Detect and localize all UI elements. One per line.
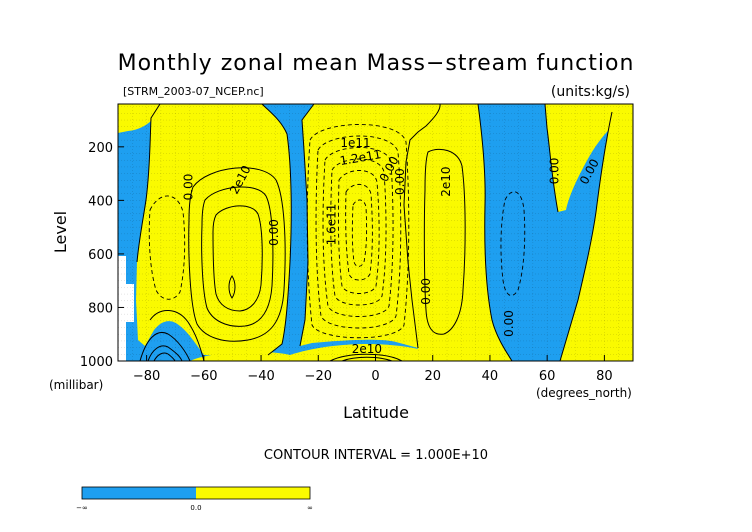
y-axis-unit: (millibar) xyxy=(49,378,103,392)
y-axis-label: Level xyxy=(51,211,70,253)
units-label: (units:kg/s) xyxy=(551,84,630,100)
missing-data-region xyxy=(118,256,134,361)
contour-label: 0.00 xyxy=(502,310,516,337)
zero-contour-south-west xyxy=(136,104,161,263)
zero-contours xyxy=(136,104,613,361)
zero-contour-northern-west xyxy=(544,104,559,213)
colorbar: −∞ 0.0 ∞ xyxy=(76,486,313,512)
colorbar-label-zero: 0.0 xyxy=(190,504,201,512)
positive-region-south-cell xyxy=(136,104,292,355)
contour-surface-4 xyxy=(149,310,205,361)
zero-contour-south xyxy=(261,104,292,356)
positive-region-mid-north xyxy=(545,104,633,212)
contour-6e10-south xyxy=(212,205,263,312)
zero-contour-equator-east xyxy=(403,104,441,349)
positive-region-upper-left xyxy=(118,104,160,133)
neg-contour-hadley-2 xyxy=(315,135,402,329)
contour-2e10-north xyxy=(423,148,466,335)
y-tick-label: 1000 xyxy=(80,355,113,370)
neg-contour-hadley-7 xyxy=(351,199,368,267)
x-axis-unit: (degrees_north) xyxy=(536,386,632,400)
contour-surface-3 xyxy=(153,352,176,361)
contour-label: 0.00 xyxy=(393,168,407,195)
neg-contour-hadley-6 xyxy=(345,183,373,281)
y-tick-label: 800 xyxy=(88,301,113,316)
contour-surface-6 xyxy=(341,356,393,361)
x-axis-label: Latitude xyxy=(343,403,409,422)
y-tick-label: 200 xyxy=(88,141,113,156)
contour-label: 2e10 xyxy=(352,342,382,356)
contour-surface-2 xyxy=(147,345,183,361)
contour-interval-note: CONTOUR INTERVAL = 1.000E+10 xyxy=(264,448,488,463)
x-axis: −80 −60 −40 −20 0 20 40 60 80 xyxy=(133,355,613,384)
zero-contour-mid-north xyxy=(477,104,513,361)
neg-contour-hadley-1 xyxy=(306,124,410,339)
x-tick-label: −20 xyxy=(305,369,332,384)
positive-region-northern xyxy=(404,104,512,361)
colorbar-label-max: ∞ xyxy=(307,504,313,512)
positive-regions xyxy=(118,104,633,361)
neg-contour-hadley-4 xyxy=(330,158,387,306)
x-tick-label: 40 xyxy=(482,369,499,384)
contour-label: 0.00 xyxy=(267,219,281,246)
x-tick-label: 80 xyxy=(596,369,613,384)
contour-surface-5 xyxy=(329,353,403,361)
contour-label: 1.6e11 xyxy=(324,204,338,246)
colorbar-positive xyxy=(196,487,310,499)
y-axis: 200 400 600 800 1000 xyxy=(80,141,124,370)
x-tick-label: −60 xyxy=(190,369,217,384)
neg-contour-hadley-5 xyxy=(338,170,380,294)
chart-title: Monthly zonal mean Mass−stream function xyxy=(118,51,635,76)
contour-label: 1e11 xyxy=(340,136,370,150)
contour-4e10-south xyxy=(201,186,274,327)
neg-contour-hadley-3 xyxy=(322,147,394,317)
contour-label: 0.00 xyxy=(548,158,562,185)
y-tick-label: 600 xyxy=(88,248,113,263)
grid-lines xyxy=(118,104,633,361)
zero-contour-northern-east xyxy=(559,111,613,361)
colorbar-label-min: −∞ xyxy=(76,504,88,512)
neg-contour-south-cell xyxy=(148,195,186,300)
contour-label: 0.00 xyxy=(181,174,195,201)
contour-8e10-south xyxy=(228,275,236,299)
y-tick-label: 400 xyxy=(88,194,113,209)
colorbar-negative xyxy=(82,487,196,499)
positive-region-near-surface xyxy=(190,344,470,361)
zero-contour-equator-west xyxy=(299,104,315,347)
contour-2e10-south xyxy=(188,167,286,342)
x-tick-label: −80 xyxy=(133,369,160,384)
neg-contour-north-cell xyxy=(500,191,526,296)
contour-surface-1 xyxy=(139,332,191,361)
contour-label: 0.00 xyxy=(419,278,433,305)
colorbar-border xyxy=(81,486,311,500)
x-tick-label: 60 xyxy=(539,369,556,384)
source-file-label: [STRM_2003-07_NCEP.nc] xyxy=(123,85,264,98)
contour-label: 2e10 xyxy=(439,166,453,196)
x-tick-label: 0 xyxy=(371,369,379,384)
positive-contours xyxy=(139,148,466,361)
x-tick-label: −40 xyxy=(247,369,274,384)
positive-region-equatorial xyxy=(300,104,441,348)
x-tick-label: 20 xyxy=(424,369,441,384)
positive-region-north-pole xyxy=(560,104,633,361)
negative-contours xyxy=(148,124,526,339)
